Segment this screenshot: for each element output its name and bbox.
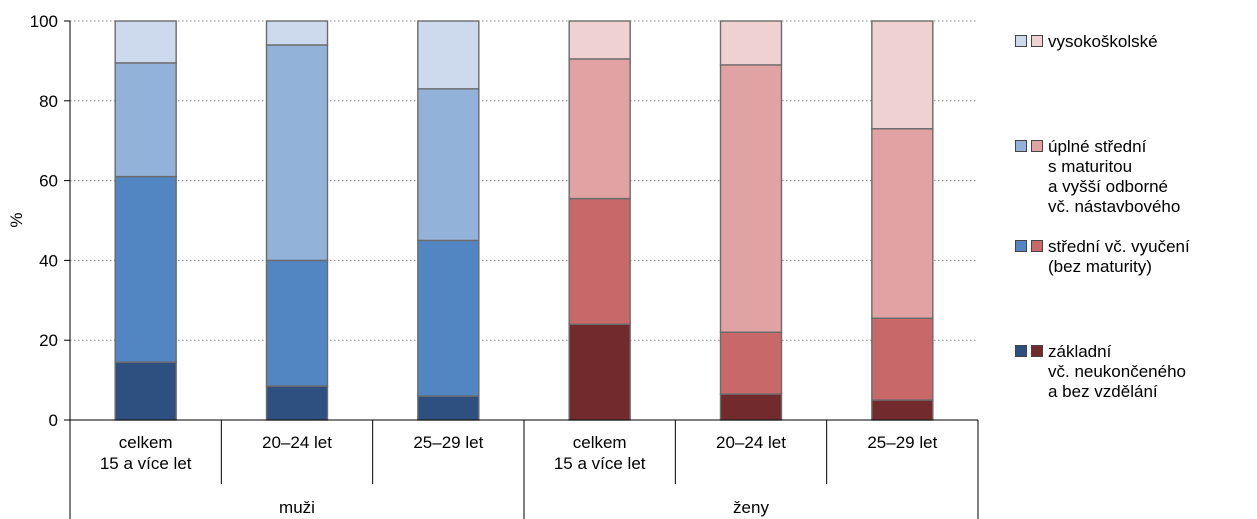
bar-segment — [719, 20, 783, 66]
y-tick-label: 60 — [39, 172, 58, 191]
legend-swatch-men — [1015, 140, 1027, 152]
x-tick-label: 20–24 let — [262, 433, 332, 452]
bar-segment — [265, 385, 329, 421]
bar-segment — [719, 331, 783, 395]
x-tick-label: 25–29 let — [867, 433, 937, 452]
legend-swatch-men — [1015, 345, 1027, 357]
bar-segment — [265, 259, 329, 387]
legend-swatch-men — [1015, 35, 1027, 47]
bars — [114, 20, 934, 421]
gridlines — [70, 20, 978, 341]
x-tick-label: 20–24 let — [716, 433, 786, 452]
x-tick-label: celkem 15 a více let — [554, 433, 646, 473]
bar-segment — [114, 20, 177, 64]
axes — [64, 20, 979, 519]
y-tick-label: 20 — [39, 331, 58, 350]
legend-swatch-women — [1031, 240, 1043, 252]
bar-segment — [568, 197, 631, 325]
bar-segment — [114, 175, 177, 363]
legend-swatch-women — [1031, 140, 1043, 152]
y-tick-label: 40 — [39, 251, 58, 270]
group-label: muži — [279, 498, 315, 517]
bar-segment — [417, 88, 480, 242]
legend: vysokoškolské úplné střední s maturitou … — [1010, 0, 1257, 519]
group-label: ženy — [733, 498, 769, 517]
bar-segment — [417, 20, 480, 90]
bar-segment — [568, 323, 631, 421]
stacked-bar-chart: 0 20 40 60 80 100 celkem 15 a více let 20–24 le… — [7, 12, 979, 519]
y-axis-label: % — [7, 212, 26, 227]
bar-segment — [568, 58, 631, 200]
bar-segment — [871, 317, 934, 401]
y-tick-label: 80 — [39, 92, 58, 111]
y-tick-label: 100 — [30, 12, 58, 31]
legend-label: střední vč. vyučení (bez maturity) — [1048, 237, 1190, 276]
bar-segment — [871, 128, 934, 319]
bar-segment — [719, 393, 783, 421]
bar-segment — [417, 395, 480, 421]
bar-segment — [719, 64, 783, 333]
bar-segment — [265, 44, 329, 262]
bar-segment — [114, 62, 177, 178]
legend-swatch-women — [1031, 345, 1043, 357]
legend-swatch-women — [1031, 35, 1043, 47]
x-tick-label: 25–29 let — [413, 433, 483, 452]
legend-swatch-men — [1015, 240, 1027, 252]
legend-label: základní vč. neukončeného a bez vzdělání — [1048, 342, 1186, 401]
bar-segment — [871, 20, 934, 130]
bar-segment — [417, 239, 480, 397]
y-tick-labels: 0 20 40 60 80 100 — [30, 12, 58, 430]
bar-segment — [871, 399, 934, 421]
x-tick-labels: celkem 15 a více let 20–24 let 25–29 let cel… — [100, 433, 938, 517]
legend-label: vysokoškolské — [1048, 32, 1158, 51]
legend-label: úplné střední s maturitou a vyšší odborn… — [1048, 137, 1181, 216]
bar-segment — [114, 361, 177, 421]
y-tick-label: 0 — [49, 411, 58, 430]
bar-segment — [568, 20, 631, 60]
x-tick-label: celkem 15 a více let — [100, 433, 192, 473]
bar-segment — [265, 20, 329, 46]
